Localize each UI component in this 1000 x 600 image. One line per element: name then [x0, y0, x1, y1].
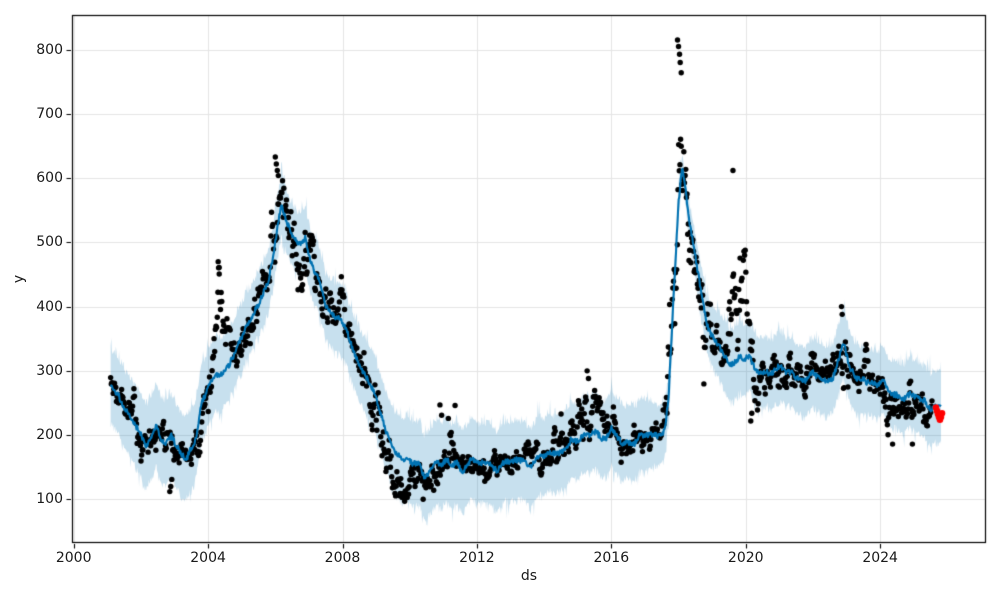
y-axis-label: y [11, 274, 27, 284]
x-tick-label: 2016 [593, 550, 630, 566]
y-tick-label: 600 [36, 170, 63, 187]
x-tick-label: 2004 [190, 550, 226, 566]
x-tick-label: 2012 [459, 550, 495, 566]
y-tick-label: 100 [36, 491, 63, 508]
x-tick-label: 2024 [862, 550, 898, 566]
y-tick-label: 300 [36, 362, 63, 379]
y-tick-label: 800 [36, 41, 63, 58]
y-tick-label: 200 [36, 427, 63, 444]
x-tick-label: 2020 [727, 550, 764, 566]
x-tick-label: 2000 [55, 550, 92, 566]
x-tick-label: 2008 [324, 550, 361, 566]
x-axis-label: ds [520, 568, 538, 584]
y-tick-label: 400 [36, 298, 63, 315]
y-tick-label: 700 [36, 105, 63, 122]
y-tick-label: 500 [36, 234, 63, 251]
